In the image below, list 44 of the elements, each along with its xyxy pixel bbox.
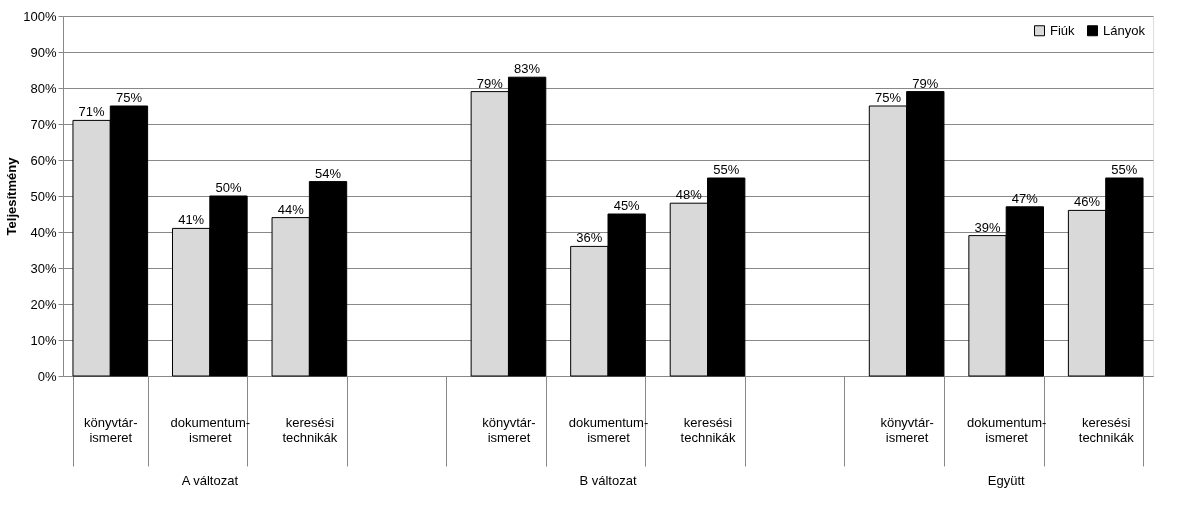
data-label: 55%: [1111, 162, 1138, 177]
x-tick-label: könyvtár- ismeret: [84, 414, 138, 445]
y-axis-title: Teljesítmény: [4, 156, 20, 236]
data-label: 46%: [1074, 194, 1101, 210]
data-label: 47%: [1011, 190, 1039, 206]
y-tick-label: 30%: [30, 260, 57, 276]
data-label: 83%: [514, 61, 541, 77]
data-label: 50%: [215, 180, 242, 195]
data-label: 39%: [974, 219, 1001, 235]
y-tick-label: 10%: [30, 332, 57, 348]
x-tick-label: keresési technikák: [1078, 414, 1135, 445]
data-label: 45%: [613, 198, 641, 213]
y-tick-label: 40%: [30, 224, 57, 240]
x-tick-label: könyvtár- ismeret: [880, 414, 934, 445]
data-label: 44%: [277, 201, 305, 217]
y-tick-label: 0%: [37, 368, 57, 384]
y-tick-label: 50%: [30, 188, 57, 204]
y-tick-label: 60%: [30, 152, 57, 168]
legend-label: Lányok: [1103, 22, 1146, 38]
data-label: 71%: [78, 104, 106, 120]
data-label: 75%: [115, 90, 143, 105]
x-tick-label: dokumentum- ismeret: [966, 414, 1047, 445]
data-label: 48%: [675, 187, 703, 203]
x-tick-label: könyvtár- ismeret: [482, 414, 536, 445]
data-label: 36%: [576, 230, 603, 246]
text: A változat: [181, 473, 239, 488]
text: B változat: [579, 473, 637, 488]
y-tick-label: 70%: [30, 116, 57, 132]
x-tick-label: keresési technikák: [680, 414, 736, 445]
data-label: 54%: [315, 165, 342, 181]
legend-label: Fiúk: [1050, 22, 1076, 38]
y-tick-label: 80%: [30, 80, 57, 96]
y-tick-label: 20%: [30, 296, 57, 312]
data-label: 41%: [178, 212, 205, 228]
data-label: 79%: [476, 75, 504, 91]
x-tick-label: dokumentum- ismeret: [170, 414, 251, 445]
y-tick-label: 100%: [23, 8, 57, 24]
x-tick-label: dokumentum- ismeret: [568, 414, 649, 445]
data-label: 79%: [912, 75, 939, 91]
data-label: 55%: [713, 162, 740, 177]
data-label: 75%: [874, 90, 902, 105]
text: Együtt: [987, 473, 1025, 488]
y-tick-label: 90%: [30, 44, 57, 60]
x-tick-label: keresési technikák: [282, 414, 338, 445]
